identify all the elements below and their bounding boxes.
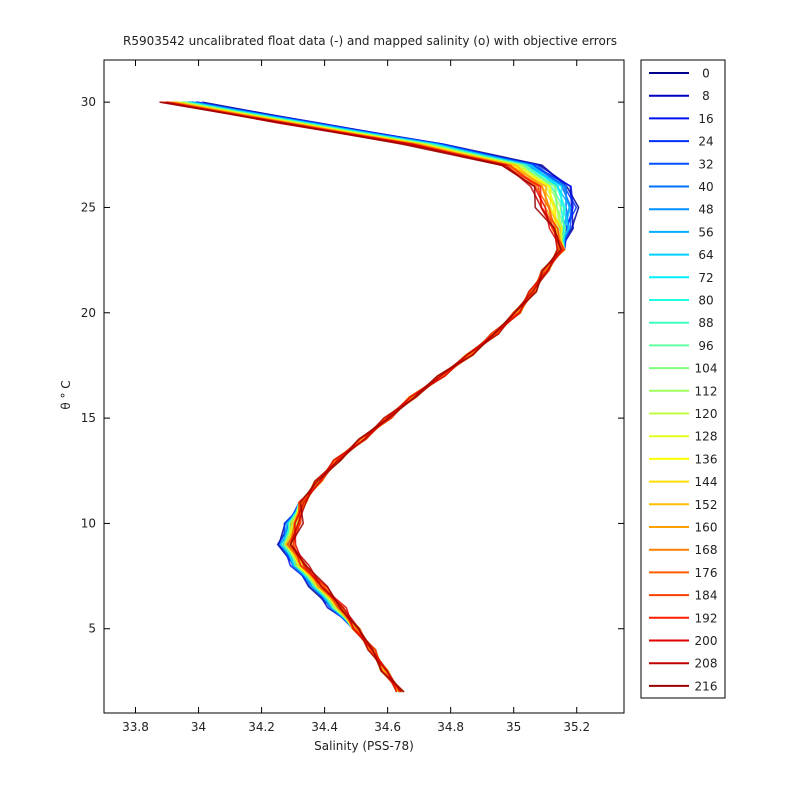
profile-curves bbox=[159, 101, 580, 693]
legend-label: 88 bbox=[698, 316, 713, 330]
legend-label: 104 bbox=[695, 362, 718, 376]
x-tick-label: 34.6 bbox=[374, 720, 401, 734]
legend-label: 112 bbox=[695, 384, 718, 398]
legend-label: 32 bbox=[698, 157, 713, 171]
legend: 0 8 16 24 32 40 48 56 64 72 80 88 96 104 112 120 128 136 1… bbox=[640, 59, 726, 699]
x-tick-label: 34.2 bbox=[248, 720, 275, 734]
legend-label: 48 bbox=[698, 203, 713, 217]
legend-label: 216 bbox=[695, 679, 718, 693]
legend-label: 192 bbox=[695, 611, 718, 625]
y-tick-label: 30 bbox=[81, 95, 96, 109]
legend-label: 0 bbox=[702, 67, 710, 81]
x-tick-label: 34 bbox=[191, 720, 206, 734]
legend-label: 152 bbox=[695, 498, 718, 512]
legend-label: 16 bbox=[698, 112, 713, 126]
legend-label: 160 bbox=[695, 521, 718, 535]
y-tick-label: 15 bbox=[81, 411, 96, 425]
legend-label: 120 bbox=[695, 407, 718, 421]
profile-line-200 bbox=[163, 101, 564, 693]
legend-label: 184 bbox=[695, 589, 718, 603]
legend-label: 200 bbox=[695, 634, 718, 648]
x-axis: 33.8 34 34.2 34.4 34.6 34.8 35 35.2 bbox=[122, 60, 590, 734]
chart-title: R5903542 uncalibrated float data (-) and… bbox=[123, 34, 617, 48]
x-tick-label: 35.2 bbox=[563, 720, 590, 734]
plot-area bbox=[103, 59, 625, 714]
legend-label: 80 bbox=[698, 294, 713, 308]
legend-label: 64 bbox=[698, 248, 713, 262]
legend-label: 128 bbox=[695, 430, 718, 444]
legend-label: 176 bbox=[695, 566, 718, 580]
y-axis-label: θ ° C bbox=[59, 380, 73, 410]
x-tick-label: 34.4 bbox=[311, 720, 338, 734]
legend-label: 24 bbox=[698, 135, 713, 149]
y-tick-label: 20 bbox=[81, 306, 96, 320]
legend-label: 56 bbox=[698, 225, 713, 239]
profile-line-208 bbox=[165, 101, 559, 693]
y-axis: 5 10 15 20 25 30 bbox=[81, 95, 624, 636]
legend-box bbox=[640, 59, 726, 699]
legend-label: 72 bbox=[698, 271, 713, 285]
legend-label: 40 bbox=[698, 180, 713, 194]
x-tick-label: 33.8 bbox=[122, 720, 149, 734]
y-tick-label: 25 bbox=[81, 200, 96, 214]
legend-label: 144 bbox=[695, 475, 718, 489]
profile-line-216 bbox=[159, 101, 562, 693]
legend-label: 168 bbox=[695, 543, 718, 557]
legend-label: 96 bbox=[698, 339, 713, 353]
legend-label: 136 bbox=[695, 452, 718, 466]
x-tick-label: 35 bbox=[506, 720, 521, 734]
x-tick-label: 34.8 bbox=[437, 720, 464, 734]
y-tick-label: 10 bbox=[81, 516, 96, 530]
y-tick-label: 5 bbox=[88, 622, 96, 636]
x-axis-label: Salinity (PSS-78) bbox=[314, 739, 414, 753]
legend-label: 208 bbox=[695, 657, 718, 671]
legend-label: 8 bbox=[702, 89, 710, 103]
